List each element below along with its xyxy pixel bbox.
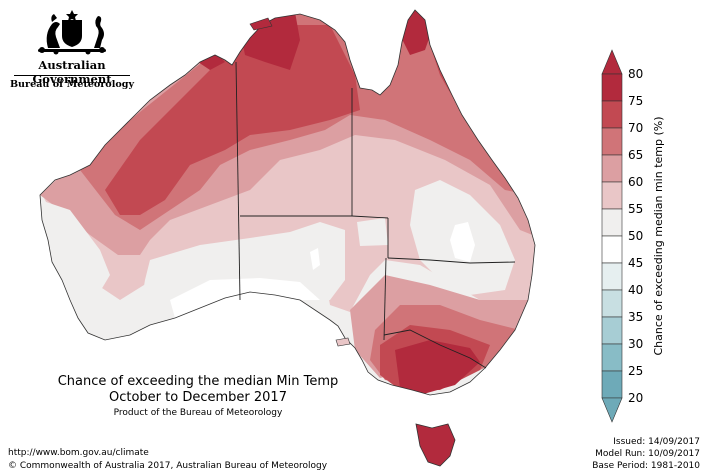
zone-45-50-nullarbor xyxy=(170,278,320,318)
logo-divider xyxy=(14,75,130,76)
legend-tick-label: 30 xyxy=(628,337,643,351)
legend: 80 75 70 65 60 55 50 45 40 35 30 25 20 Chance of exc… xyxy=(601,49,665,423)
legend-title: Chance of exceeding median min temp (%) xyxy=(652,116,665,355)
legend-swatch-20-25 xyxy=(601,370,623,399)
legend-tick-label: 70 xyxy=(628,121,643,135)
legend-swatch-45-50 xyxy=(601,235,623,264)
zone-50-55-lakes xyxy=(357,218,388,246)
legend-tick-label: 75 xyxy=(628,94,643,108)
legend-tick-label: 25 xyxy=(628,364,643,378)
legend-arrow-top xyxy=(601,49,623,75)
legend-tick-label: 80 xyxy=(628,67,643,81)
legend-tick-label: 20 xyxy=(628,391,643,405)
coastline xyxy=(39,9,536,396)
zone-45-50-qld xyxy=(450,222,475,262)
map-credit: Product of the Bureau of Meteorology xyxy=(113,408,283,418)
legend-swatch-65-70 xyxy=(601,127,623,156)
tasmania xyxy=(415,423,456,467)
bom-logo: Australian Government Bureau of Meteorol… xyxy=(8,8,136,92)
legend-swatch-40-45 xyxy=(601,262,623,291)
bom-url[interactable]: http://www.bom.gov.au/climate xyxy=(8,448,149,458)
border-sa-nsw xyxy=(383,257,387,341)
legend-swatch-55-60 xyxy=(601,181,623,210)
legend-tick-label: 55 xyxy=(628,202,643,216)
border-nsw-vic xyxy=(383,329,487,369)
legend-swatch-60-65 xyxy=(601,154,623,183)
state-borders xyxy=(235,61,516,369)
map-title: Chance of exceeding the median Min Temp xyxy=(57,374,339,389)
zone-75-80 xyxy=(105,25,360,215)
legend-swatch-35-40 xyxy=(601,289,623,318)
legend-swatch-70-75 xyxy=(601,100,623,129)
melville-island xyxy=(249,17,273,31)
zone-45-50-centre xyxy=(310,248,320,270)
legend-tick-label: 35 xyxy=(628,310,643,324)
issued-date: Issued: 14/09/2017 xyxy=(613,437,700,447)
border-wa xyxy=(235,61,241,301)
legend-tick-label: 60 xyxy=(628,175,643,189)
model-run-date: Model Run: 10/09/2017 xyxy=(595,449,700,459)
legend-ticks: 80 75 70 65 60 55 50 45 40 35 30 25 20 xyxy=(628,67,643,405)
legend-colorbar xyxy=(601,49,623,423)
kangaroo-island xyxy=(335,337,351,347)
map-period: October to December 2017 xyxy=(109,390,287,405)
australia-map xyxy=(39,9,536,467)
legend-swatch-75-80 xyxy=(601,73,623,102)
legend-arrow-bottom xyxy=(601,397,623,423)
legend-swatch-30-35 xyxy=(601,316,623,345)
base-period: Base Period: 1981-2010 xyxy=(592,461,700,471)
legend-tick-label: 40 xyxy=(628,283,643,297)
legend-swatch-50-55 xyxy=(601,208,623,237)
legend-tick-label: 65 xyxy=(628,148,643,162)
legend-swatch-25-30 xyxy=(601,343,623,372)
zone-se-80 xyxy=(395,340,480,395)
copyright-text: © Commonwealth of Australia 2017, Austra… xyxy=(8,461,328,471)
legend-tick-label: 45 xyxy=(628,256,643,270)
coat-of-arms-icon xyxy=(38,10,106,55)
border-qld-nsw xyxy=(387,257,516,264)
legend-tick-label: 50 xyxy=(628,229,643,243)
zone-50-55-west xyxy=(40,200,110,320)
bureau-name: Bureau of Meteorology xyxy=(9,79,135,90)
